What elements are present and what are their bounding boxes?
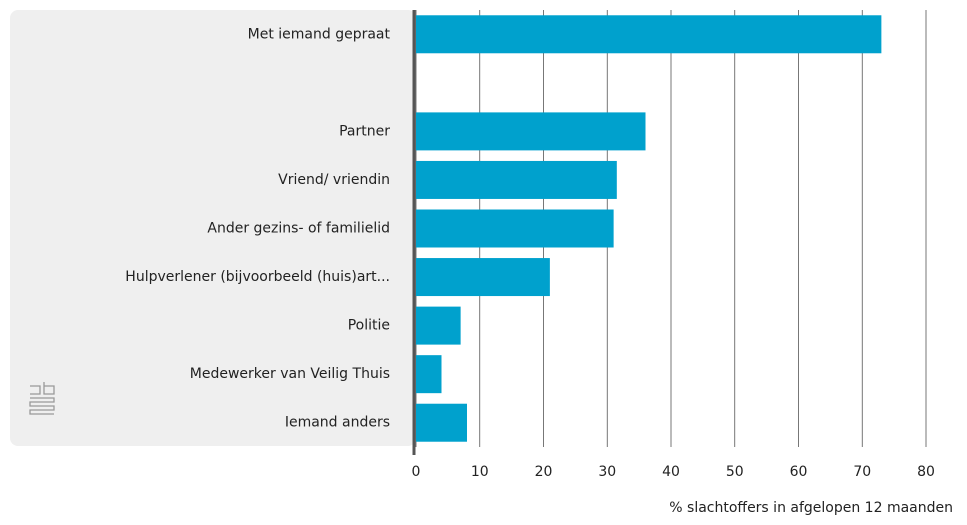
x-tick-label: 10 bbox=[471, 464, 489, 480]
x-tick-label: 50 bbox=[726, 464, 744, 480]
bar bbox=[416, 160, 617, 199]
y-tick-label: Vriend/ vriendin bbox=[278, 172, 390, 188]
y-tick-label: Politie bbox=[348, 318, 390, 334]
x-tick-label: 20 bbox=[535, 464, 553, 480]
bar bbox=[416, 209, 614, 248]
bar bbox=[416, 112, 646, 151]
cbs-logo bbox=[29, 382, 55, 415]
bar bbox=[416, 15, 882, 54]
x-axis-label: % slachtoffers in afgelopen 12 maanden bbox=[669, 500, 953, 516]
bar bbox=[416, 258, 550, 297]
y-tick-label: Ander gezins- of familielid bbox=[207, 221, 390, 237]
bar bbox=[416, 306, 461, 345]
x-tick-label: 70 bbox=[853, 464, 871, 480]
y-tick-label: Hulpverlener (bijvoorbeeld (huis)art... bbox=[125, 269, 390, 285]
x-tick-label: 0 bbox=[412, 464, 421, 480]
y-tick-label: Met iemand gepraat bbox=[248, 26, 391, 42]
x-tick-label: 80 bbox=[917, 464, 935, 480]
bar bbox=[416, 403, 467, 442]
y-tick-label: Medewerker van Veilig Thuis bbox=[190, 366, 390, 382]
label-panel bbox=[10, 10, 416, 446]
x-tick-label: 60 bbox=[790, 464, 808, 480]
bar bbox=[416, 355, 442, 394]
x-tick-label: 40 bbox=[662, 464, 680, 480]
y-tick-label: Partner bbox=[339, 123, 390, 139]
y-tick-label: Iemand anders bbox=[285, 415, 390, 431]
x-tick-label: 30 bbox=[598, 464, 616, 480]
